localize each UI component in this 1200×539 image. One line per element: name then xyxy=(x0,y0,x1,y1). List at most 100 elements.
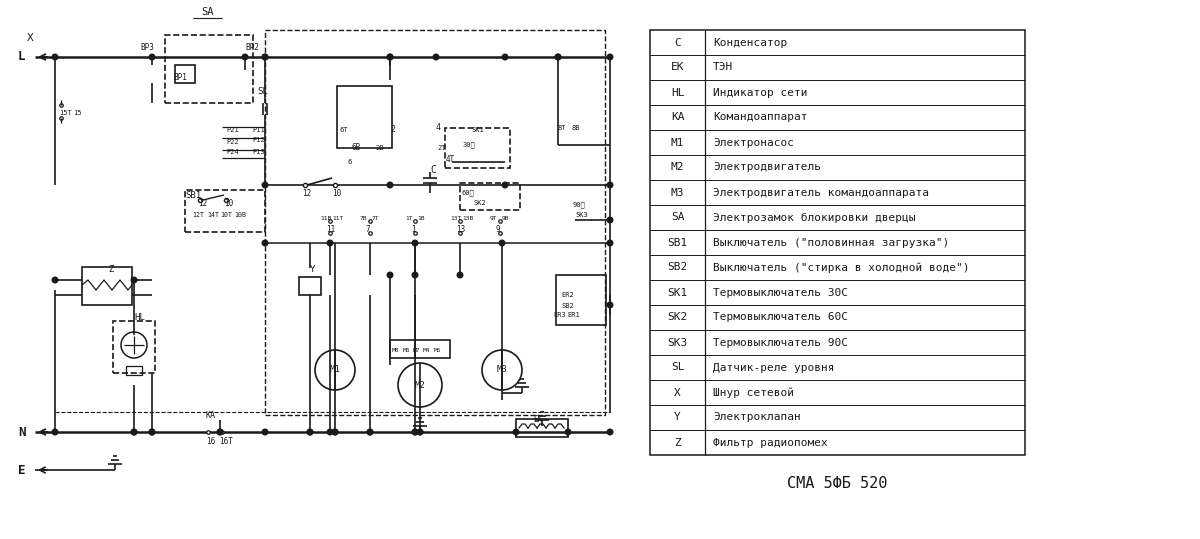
Circle shape xyxy=(149,429,155,435)
Bar xyxy=(556,275,606,325)
Text: 1T: 1T xyxy=(406,216,413,220)
Text: SL: SL xyxy=(671,363,684,372)
Text: M3: M3 xyxy=(671,188,684,197)
Text: 7B: 7B xyxy=(360,216,367,220)
Text: ER2: ER2 xyxy=(562,292,574,298)
Text: SB2: SB2 xyxy=(667,262,688,273)
Text: SK1: SK1 xyxy=(470,127,484,133)
Text: 6T: 6T xyxy=(340,127,348,133)
Text: SK3: SK3 xyxy=(575,212,588,218)
Text: N: N xyxy=(18,425,25,439)
Circle shape xyxy=(307,429,313,435)
Text: HL: HL xyxy=(671,87,684,98)
Text: 10B: 10B xyxy=(234,212,246,218)
Circle shape xyxy=(418,429,422,435)
Text: BP3: BP3 xyxy=(140,43,154,52)
Text: M2: M2 xyxy=(671,162,684,172)
Circle shape xyxy=(149,54,155,60)
Text: Датчик-реле уровня: Датчик-реле уровня xyxy=(713,363,834,372)
Text: M1: M1 xyxy=(671,137,684,148)
Text: 7T: 7T xyxy=(372,216,379,220)
Circle shape xyxy=(121,332,148,358)
Text: SB2: SB2 xyxy=(562,303,574,309)
Circle shape xyxy=(503,54,508,60)
Text: 9B: 9B xyxy=(502,216,510,220)
Text: 90℃: 90℃ xyxy=(574,202,586,208)
Circle shape xyxy=(367,429,373,435)
Text: 10: 10 xyxy=(332,189,341,197)
Circle shape xyxy=(217,429,223,435)
Circle shape xyxy=(418,429,422,435)
Circle shape xyxy=(565,429,571,435)
Text: P21: P21 xyxy=(226,127,239,133)
Bar xyxy=(460,183,520,210)
Text: 12: 12 xyxy=(198,199,208,209)
Text: KA: KA xyxy=(206,411,216,419)
Text: Электроклапан: Электроклапан xyxy=(713,412,800,423)
Text: P24: P24 xyxy=(226,149,239,155)
Text: SA: SA xyxy=(671,212,684,223)
Bar xyxy=(390,340,450,358)
Text: M2: M2 xyxy=(415,381,425,390)
Text: Z: Z xyxy=(674,438,680,447)
Text: Z: Z xyxy=(108,266,113,274)
Circle shape xyxy=(328,429,332,435)
Text: SA: SA xyxy=(200,7,214,17)
Text: C: C xyxy=(674,38,680,47)
Text: Электронасос: Электронасос xyxy=(713,137,794,148)
Circle shape xyxy=(503,182,508,188)
Circle shape xyxy=(332,429,338,435)
Circle shape xyxy=(262,240,268,246)
Text: 13T: 13T xyxy=(450,216,461,220)
Circle shape xyxy=(332,429,338,435)
Text: Индикатор сети: Индикатор сети xyxy=(713,87,808,98)
Text: СМА 5ФБ 520: СМА 5ФБ 520 xyxy=(787,475,888,490)
Text: HL: HL xyxy=(134,314,145,322)
Bar xyxy=(337,86,392,148)
Circle shape xyxy=(556,54,560,60)
Circle shape xyxy=(556,54,560,60)
Text: 4T: 4T xyxy=(446,155,455,164)
Text: BP1: BP1 xyxy=(173,73,187,82)
Text: ER3: ER3 xyxy=(553,312,565,318)
Circle shape xyxy=(607,182,613,188)
Text: Y: Y xyxy=(310,266,316,274)
Circle shape xyxy=(149,429,155,435)
Bar xyxy=(166,35,253,103)
Circle shape xyxy=(328,240,332,246)
Circle shape xyxy=(388,182,392,188)
Circle shape xyxy=(388,54,392,60)
Bar xyxy=(175,65,194,83)
Circle shape xyxy=(398,363,442,407)
Text: P22: P22 xyxy=(226,139,239,145)
Text: SK2: SK2 xyxy=(474,200,487,206)
Text: 9: 9 xyxy=(496,225,500,233)
Circle shape xyxy=(607,429,613,435)
Text: M1: M1 xyxy=(330,365,341,375)
Text: Фильтр радиопомех: Фильтр радиопомех xyxy=(713,438,828,447)
Text: 1: 1 xyxy=(410,225,415,233)
Text: 12: 12 xyxy=(302,189,311,197)
Text: 1B: 1B xyxy=(418,216,425,220)
Text: 4: 4 xyxy=(436,123,442,133)
Text: 2T: 2T xyxy=(437,145,445,151)
Text: SB1: SB1 xyxy=(185,190,202,199)
Text: SB1: SB1 xyxy=(667,238,688,247)
Text: 6: 6 xyxy=(347,159,352,165)
Text: Выключатель ("стирка в холодной воде"): Выключатель ("стирка в холодной воде") xyxy=(713,262,970,273)
Text: 11B: 11B xyxy=(320,216,331,220)
Circle shape xyxy=(262,54,268,60)
Text: 60℃: 60℃ xyxy=(462,190,475,196)
Circle shape xyxy=(217,429,223,435)
Text: 15: 15 xyxy=(73,110,82,116)
Text: M4: M4 xyxy=(424,348,431,353)
Bar xyxy=(82,267,132,305)
Text: M3: M3 xyxy=(497,365,508,375)
Circle shape xyxy=(131,429,137,435)
Bar xyxy=(265,30,605,415)
Text: 2B: 2B xyxy=(374,145,384,151)
Text: X: X xyxy=(674,388,680,397)
Text: M5: M5 xyxy=(434,348,442,353)
Text: ER1: ER1 xyxy=(568,312,580,318)
Circle shape xyxy=(499,240,505,246)
